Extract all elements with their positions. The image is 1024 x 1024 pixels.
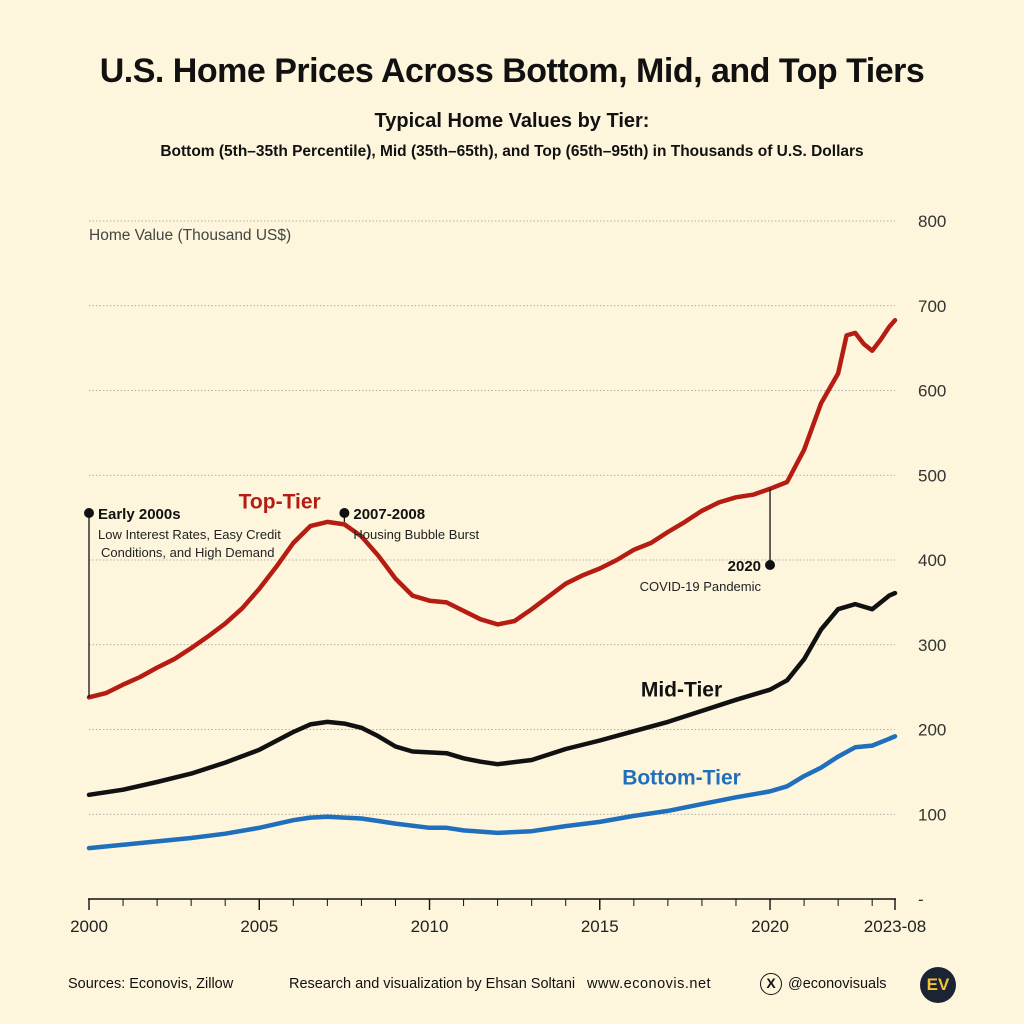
y-tick-label: 600 [918, 382, 946, 401]
x-tick-label: 2010 [411, 917, 449, 936]
chart-title: U.S. Home Prices Across Bottom, Mid, and… [99, 52, 925, 90]
y-tick-label: - [918, 890, 924, 909]
y-tick-label: 300 [918, 636, 946, 655]
econovis-logo: EV [920, 967, 956, 1003]
y-tick-label: 200 [918, 721, 946, 740]
series-label-mid-tier: Mid-Tier [641, 678, 722, 701]
annotation-title: 2020 [728, 558, 761, 575]
x-social-icon: X [760, 973, 782, 995]
footer-website[interactable]: www.econovis.net [587, 976, 712, 992]
chart-subtitle: Typical Home Values by Tier: [374, 110, 650, 132]
x-tick-label: 2020 [751, 917, 789, 936]
x-tick-label: 2000 [70, 917, 108, 936]
annotation-dot [765, 560, 776, 570]
annotation-text: Low Interest Rates, Easy Credit [98, 527, 281, 542]
footer-sources: Sources: Econovis, Zillow [68, 976, 234, 992]
y-tick-label: 400 [918, 551, 946, 570]
y-tick-label: 700 [918, 297, 946, 316]
annotation-text: COVID-19 Pandemic [640, 579, 762, 594]
chart-subtitle-detail: Bottom (5th–35th Percentile), Mid (35th–… [160, 143, 864, 160]
series-label-top-tier: Top-Tier [239, 490, 321, 513]
annotation-text: Housing Bubble Burst [353, 527, 479, 542]
x-tick-label: 2023-08 [864, 917, 926, 936]
series-line-mid-tier [86, 590, 898, 798]
annotation-dot [84, 508, 94, 518]
y-tick-label: 800 [918, 212, 946, 231]
series-line-top-tier [86, 317, 898, 700]
y-axis-label: Home Value (Thousand US$) [89, 227, 291, 244]
annotation-dot [339, 508, 350, 518]
x-tick-label: 2015 [581, 917, 619, 936]
series-label-bottom-tier: Bottom-Tier [622, 767, 741, 790]
footer-credit: Research and visualization by Ehsan Solt… [289, 976, 576, 992]
annotation-text: Conditions, and High Demand [101, 545, 274, 560]
x-tick-label: 2005 [240, 917, 278, 936]
y-tick-label: 500 [918, 466, 946, 485]
footer-social-handle[interactable]: @econovisuals [788, 976, 887, 992]
annotation-title: 2007-2008 [353, 506, 425, 523]
y-tick-label: 100 [918, 805, 946, 824]
annotation-title: Early 2000s [98, 506, 181, 523]
series-line-bottom-tier [86, 734, 898, 851]
line-chart: - 100 200 300 400 500 600 700 800 2000 2005 2010 201… [70, 212, 946, 936]
